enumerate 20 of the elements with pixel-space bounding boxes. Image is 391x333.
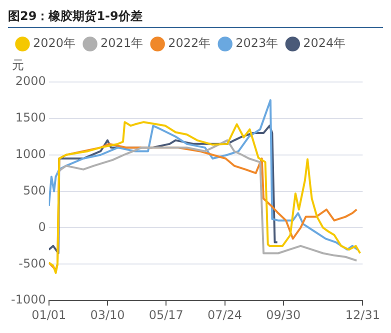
legend-label: 2020年 [33, 36, 76, 50]
y-tick-label: 500 [22, 183, 46, 198]
legend-label: 2023年 [236, 36, 278, 50]
x-tick-label: 09/30 [266, 308, 301, 322]
legend-label: 2022年 [168, 36, 211, 50]
x-tick-label: 01/01 [32, 308, 66, 322]
x-tick-label: 05/17 [148, 308, 184, 322]
y-axis-title: 元 [12, 58, 24, 72]
x-tick-label: 12/31 [345, 308, 380, 322]
y-tick-label: -1000 [10, 292, 46, 307]
y-tick-label: 0 [38, 220, 46, 234]
y-tick-label: 1500 [15, 110, 46, 125]
legend-label: 2024年 [303, 36, 346, 50]
x-tick-label: 07/24 [207, 308, 242, 322]
y-tick-label: -500 [18, 256, 46, 270]
chart-title: 图29：橡胶期货1-9价差 [8, 8, 383, 28]
x-tick-label: 03/10 [90, 308, 125, 322]
y-tick-label: 1000 [15, 146, 46, 161]
y-tick-label: 2000 [15, 74, 46, 88]
legend-label: 2021年 [100, 36, 144, 50]
